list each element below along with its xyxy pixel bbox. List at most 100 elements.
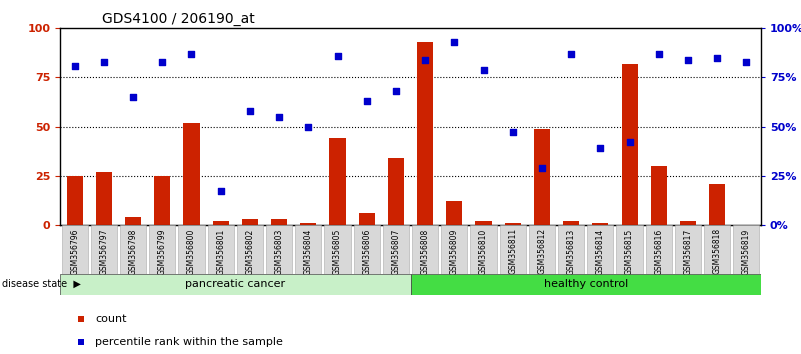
Bar: [680, 221, 696, 225]
Bar: [709, 183, 725, 225]
Text: GSM356800: GSM356800: [187, 228, 196, 275]
Point: [623, 139, 636, 145]
Text: GSM356817: GSM356817: [683, 228, 692, 274]
Point: [156, 59, 169, 64]
Text: GSM356806: GSM356806: [362, 228, 371, 275]
Bar: [417, 42, 433, 225]
FancyBboxPatch shape: [237, 225, 263, 274]
Text: GSM356809: GSM356809: [450, 228, 459, 275]
Text: GSM356808: GSM356808: [421, 228, 429, 274]
Point: [331, 53, 344, 59]
FancyBboxPatch shape: [617, 225, 642, 274]
Bar: [183, 122, 199, 225]
Text: percentile rank within the sample: percentile rank within the sample: [95, 337, 283, 347]
Text: GSM356812: GSM356812: [537, 228, 546, 274]
Bar: [359, 213, 375, 225]
FancyBboxPatch shape: [120, 225, 147, 274]
FancyBboxPatch shape: [410, 274, 761, 295]
Bar: [96, 172, 112, 225]
Text: GSM356814: GSM356814: [596, 228, 605, 274]
FancyBboxPatch shape: [646, 225, 672, 274]
Text: pancreatic cancer: pancreatic cancer: [185, 279, 285, 289]
FancyBboxPatch shape: [62, 225, 88, 274]
Point: [682, 57, 694, 63]
FancyBboxPatch shape: [266, 225, 292, 274]
Point: [360, 98, 373, 104]
FancyBboxPatch shape: [207, 225, 234, 274]
FancyBboxPatch shape: [733, 225, 759, 274]
Bar: [622, 64, 638, 225]
Text: GSM356816: GSM356816: [654, 228, 663, 274]
Text: GSM356807: GSM356807: [392, 228, 400, 275]
FancyBboxPatch shape: [91, 225, 117, 274]
FancyBboxPatch shape: [353, 225, 380, 274]
Point: [506, 130, 519, 135]
Point: [536, 165, 549, 171]
Point: [740, 59, 753, 64]
FancyBboxPatch shape: [441, 225, 468, 274]
Text: GSM356797: GSM356797: [99, 228, 108, 275]
Text: GSM356802: GSM356802: [245, 228, 255, 274]
Bar: [563, 221, 579, 225]
Text: GSM356813: GSM356813: [566, 228, 576, 274]
Point: [98, 59, 111, 64]
FancyBboxPatch shape: [558, 225, 584, 274]
Bar: [242, 219, 258, 225]
Bar: [300, 223, 316, 225]
FancyBboxPatch shape: [324, 225, 351, 274]
Text: GSM356805: GSM356805: [333, 228, 342, 275]
Text: GSM356818: GSM356818: [713, 228, 722, 274]
Point: [652, 51, 665, 57]
Bar: [66, 176, 83, 225]
Text: healthy control: healthy control: [544, 279, 628, 289]
Point: [477, 67, 490, 73]
Bar: [476, 221, 492, 225]
Text: GSM356815: GSM356815: [625, 228, 634, 274]
Text: GSM356819: GSM356819: [742, 228, 751, 274]
Point: [448, 39, 461, 45]
Text: count: count: [95, 314, 127, 324]
FancyBboxPatch shape: [412, 225, 438, 274]
Text: disease state  ▶: disease state ▶: [2, 279, 80, 289]
Bar: [329, 138, 345, 225]
Point: [419, 57, 432, 63]
FancyBboxPatch shape: [674, 225, 701, 274]
Text: GSM356811: GSM356811: [508, 228, 517, 274]
Bar: [212, 221, 229, 225]
Point: [215, 189, 227, 194]
Text: GSM356798: GSM356798: [129, 228, 138, 275]
Point: [389, 88, 402, 94]
Text: GSM356804: GSM356804: [304, 228, 313, 275]
Bar: [534, 129, 550, 225]
Text: GSM356801: GSM356801: [216, 228, 225, 274]
FancyBboxPatch shape: [179, 225, 204, 274]
Point: [272, 114, 285, 120]
Bar: [125, 217, 141, 225]
Text: GDS4100 / 206190_at: GDS4100 / 206190_at: [103, 12, 255, 26]
FancyBboxPatch shape: [500, 225, 526, 274]
Text: GSM356796: GSM356796: [70, 228, 79, 275]
Bar: [271, 219, 287, 225]
FancyBboxPatch shape: [704, 225, 731, 274]
Bar: [388, 158, 404, 225]
Point: [710, 55, 723, 61]
Point: [244, 108, 256, 114]
Bar: [592, 223, 609, 225]
Bar: [650, 166, 666, 225]
Point: [302, 124, 315, 129]
Text: GSM356803: GSM356803: [275, 228, 284, 275]
FancyBboxPatch shape: [383, 225, 409, 274]
Bar: [505, 223, 521, 225]
Point: [68, 63, 81, 68]
FancyBboxPatch shape: [149, 225, 175, 274]
FancyBboxPatch shape: [587, 225, 614, 274]
Point: [127, 94, 139, 100]
Bar: [155, 176, 171, 225]
Point: [185, 51, 198, 57]
FancyBboxPatch shape: [295, 225, 321, 274]
Text: GSM356799: GSM356799: [158, 228, 167, 275]
Text: GSM356810: GSM356810: [479, 228, 488, 274]
FancyBboxPatch shape: [529, 225, 555, 274]
Point: [565, 51, 578, 57]
FancyBboxPatch shape: [60, 274, 410, 295]
